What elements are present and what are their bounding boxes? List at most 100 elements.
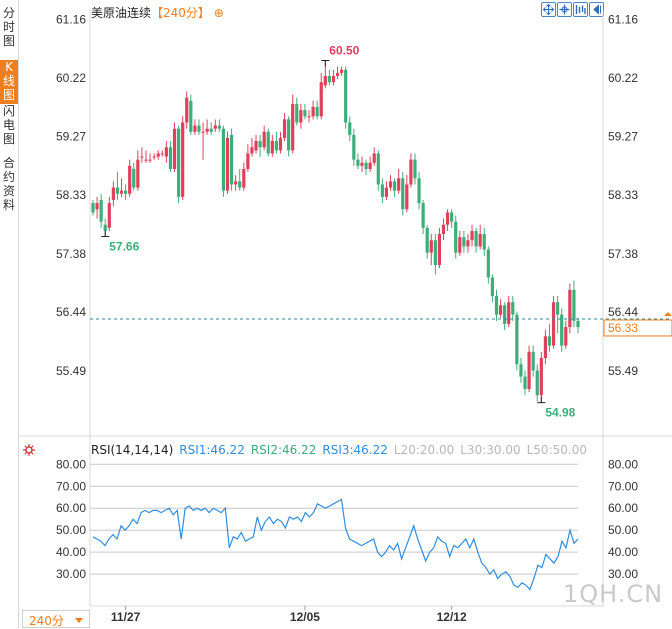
- rsi-y-tick-left-1: 70.00: [56, 479, 86, 493]
- tab-flash-chart[interactable]: 闪电图: [0, 104, 18, 148]
- rsi-y-tick-right-1: 70.00: [608, 479, 638, 493]
- period-select[interactable]: 240分: [22, 610, 90, 628]
- candle-body-30: [213, 125, 217, 129]
- candle-body-5: [111, 187, 115, 200]
- annotation-label-0: 57.66: [109, 240, 139, 254]
- chart-type-icon[interactable]: [573, 2, 588, 17]
- candle-body-51: [299, 110, 303, 123]
- settings-icon[interactable]: ⊕: [213, 6, 224, 20]
- candle-body-88: [450, 212, 454, 222]
- chart-title: 美原油连续【240分】 ⊕: [91, 4, 224, 21]
- candle-body-22: [181, 122, 185, 197]
- candle-body-45: [274, 141, 279, 151]
- candle-body-59: [331, 75, 336, 83]
- candle-body-74: [392, 181, 397, 191]
- candle-body-26: [197, 125, 201, 132]
- tab-kline-chart-label: K线图: [2, 60, 15, 102]
- candle-body-52: [303, 110, 307, 117]
- tab-time-chart[interactable]: 分时图: [0, 6, 18, 50]
- watermark: 1QH.CN: [563, 580, 664, 608]
- candle-body-76: [401, 178, 405, 210]
- y-tick-right-2: 59.27: [608, 130, 638, 144]
- candle-body-89: [454, 221, 458, 253]
- candle-body-78: [409, 159, 413, 185]
- fullscreen-icon[interactable]: [541, 2, 556, 17]
- candle-body-0: [91, 203, 95, 213]
- candle-body-65: [356, 159, 360, 166]
- annotation-label-1: 60.50: [329, 43, 359, 57]
- candle-body-85: [437, 234, 442, 266]
- rsi-y-tick-right-4: 40.00: [608, 545, 638, 559]
- candle-body-57: [323, 75, 327, 86]
- candle-body-61: [340, 69, 344, 73]
- rsi-settings-icon[interactable]: [23, 443, 35, 456]
- candle-body-2: [99, 199, 103, 222]
- y-tick-right-6: 55.49: [608, 364, 638, 378]
- tab-flash-chart-label: 闪电图: [2, 104, 15, 146]
- candle-body-97: [486, 249, 490, 278]
- candle-body-117: [568, 289, 572, 328]
- candle-body-7: [119, 190, 124, 194]
- y-tick-right-3: 58.33: [608, 188, 638, 202]
- y-tick-left-5: 56.44: [56, 305, 86, 319]
- y-tick-right-1: 60.22: [608, 71, 638, 85]
- rsi-y-tick-left-3: 50.00: [56, 523, 86, 537]
- last-price-box: [603, 319, 672, 337]
- rsi-y-tick-left-4: 40.00: [56, 545, 86, 559]
- candle-body-40: [254, 141, 258, 151]
- candle-body-92: [466, 240, 470, 247]
- l20-legend: L20:20.00: [393, 443, 455, 457]
- l50-legend: L50:50.00: [526, 443, 587, 457]
- candle-body-4: [107, 203, 111, 228]
- candle-body-31: [217, 125, 221, 129]
- candle-body-98: [490, 277, 495, 297]
- candle-body-55: [315, 106, 319, 117]
- candle-body-100: [498, 305, 503, 315]
- x-tick-label-0: 11/27: [111, 610, 141, 624]
- sidebar: 分时图 K线图 闪电图 合约资料: [0, 0, 19, 628]
- period-badge: 【240分】: [151, 6, 210, 20]
- candle-body-80: [417, 178, 421, 204]
- y-tick-left-6: 55.49: [56, 364, 86, 378]
- candle-body-103: [511, 302, 515, 315]
- tab-contract-info-label: 合约资料: [2, 156, 15, 212]
- candle-body-46: [278, 137, 283, 151]
- y-tick-left-4: 57.38: [56, 247, 86, 261]
- candle-body-18: [164, 147, 168, 157]
- candle-body-63: [348, 122, 352, 135]
- candle-body-105: [519, 364, 523, 377]
- candle-body-70: [376, 153, 380, 185]
- y-tick-left-3: 58.33: [56, 188, 86, 202]
- candle-body-99: [494, 296, 499, 315]
- candle-body-108: [531, 351, 535, 371]
- candle-body-82: [425, 227, 429, 253]
- candle-body-116: [564, 327, 568, 346]
- x-tick-label-1: 12/05: [290, 610, 320, 624]
- y-tick-left-0: 61.16: [56, 13, 86, 27]
- candle-body-64: [352, 134, 356, 160]
- candle-body-16: [156, 153, 160, 157]
- back-icon[interactable]: [589, 2, 604, 17]
- candle-body-83: [429, 240, 433, 253]
- last-price-marker-icon: [664, 311, 672, 316]
- candle-body-113: [551, 302, 556, 346]
- candle-body-90: [458, 237, 462, 253]
- candle-body-54: [311, 106, 315, 117]
- chevron-down-icon: [75, 618, 83, 623]
- tab-kline-chart[interactable]: K线图: [0, 60, 18, 104]
- candle-body-29: [209, 128, 213, 132]
- x-tick-label-2: 12/12: [437, 610, 467, 624]
- candle-body-36: [238, 181, 242, 188]
- tab-contract-info[interactable]: 合约资料: [0, 156, 18, 214]
- candle-body-67: [364, 162, 368, 169]
- annotation-label-2: 54.98: [545, 406, 575, 420]
- candle-body-21: [176, 128, 181, 197]
- candle-body-25: [193, 125, 197, 132]
- rsi-y-tick-right-0: 80.00: [608, 457, 638, 471]
- crosshair-icon[interactable]: [557, 2, 572, 17]
- candle-body-11: [136, 159, 140, 188]
- y-tick-left-2: 59.27: [56, 130, 86, 144]
- candle-body-9: [128, 165, 132, 194]
- candle-body-107: [527, 351, 531, 390]
